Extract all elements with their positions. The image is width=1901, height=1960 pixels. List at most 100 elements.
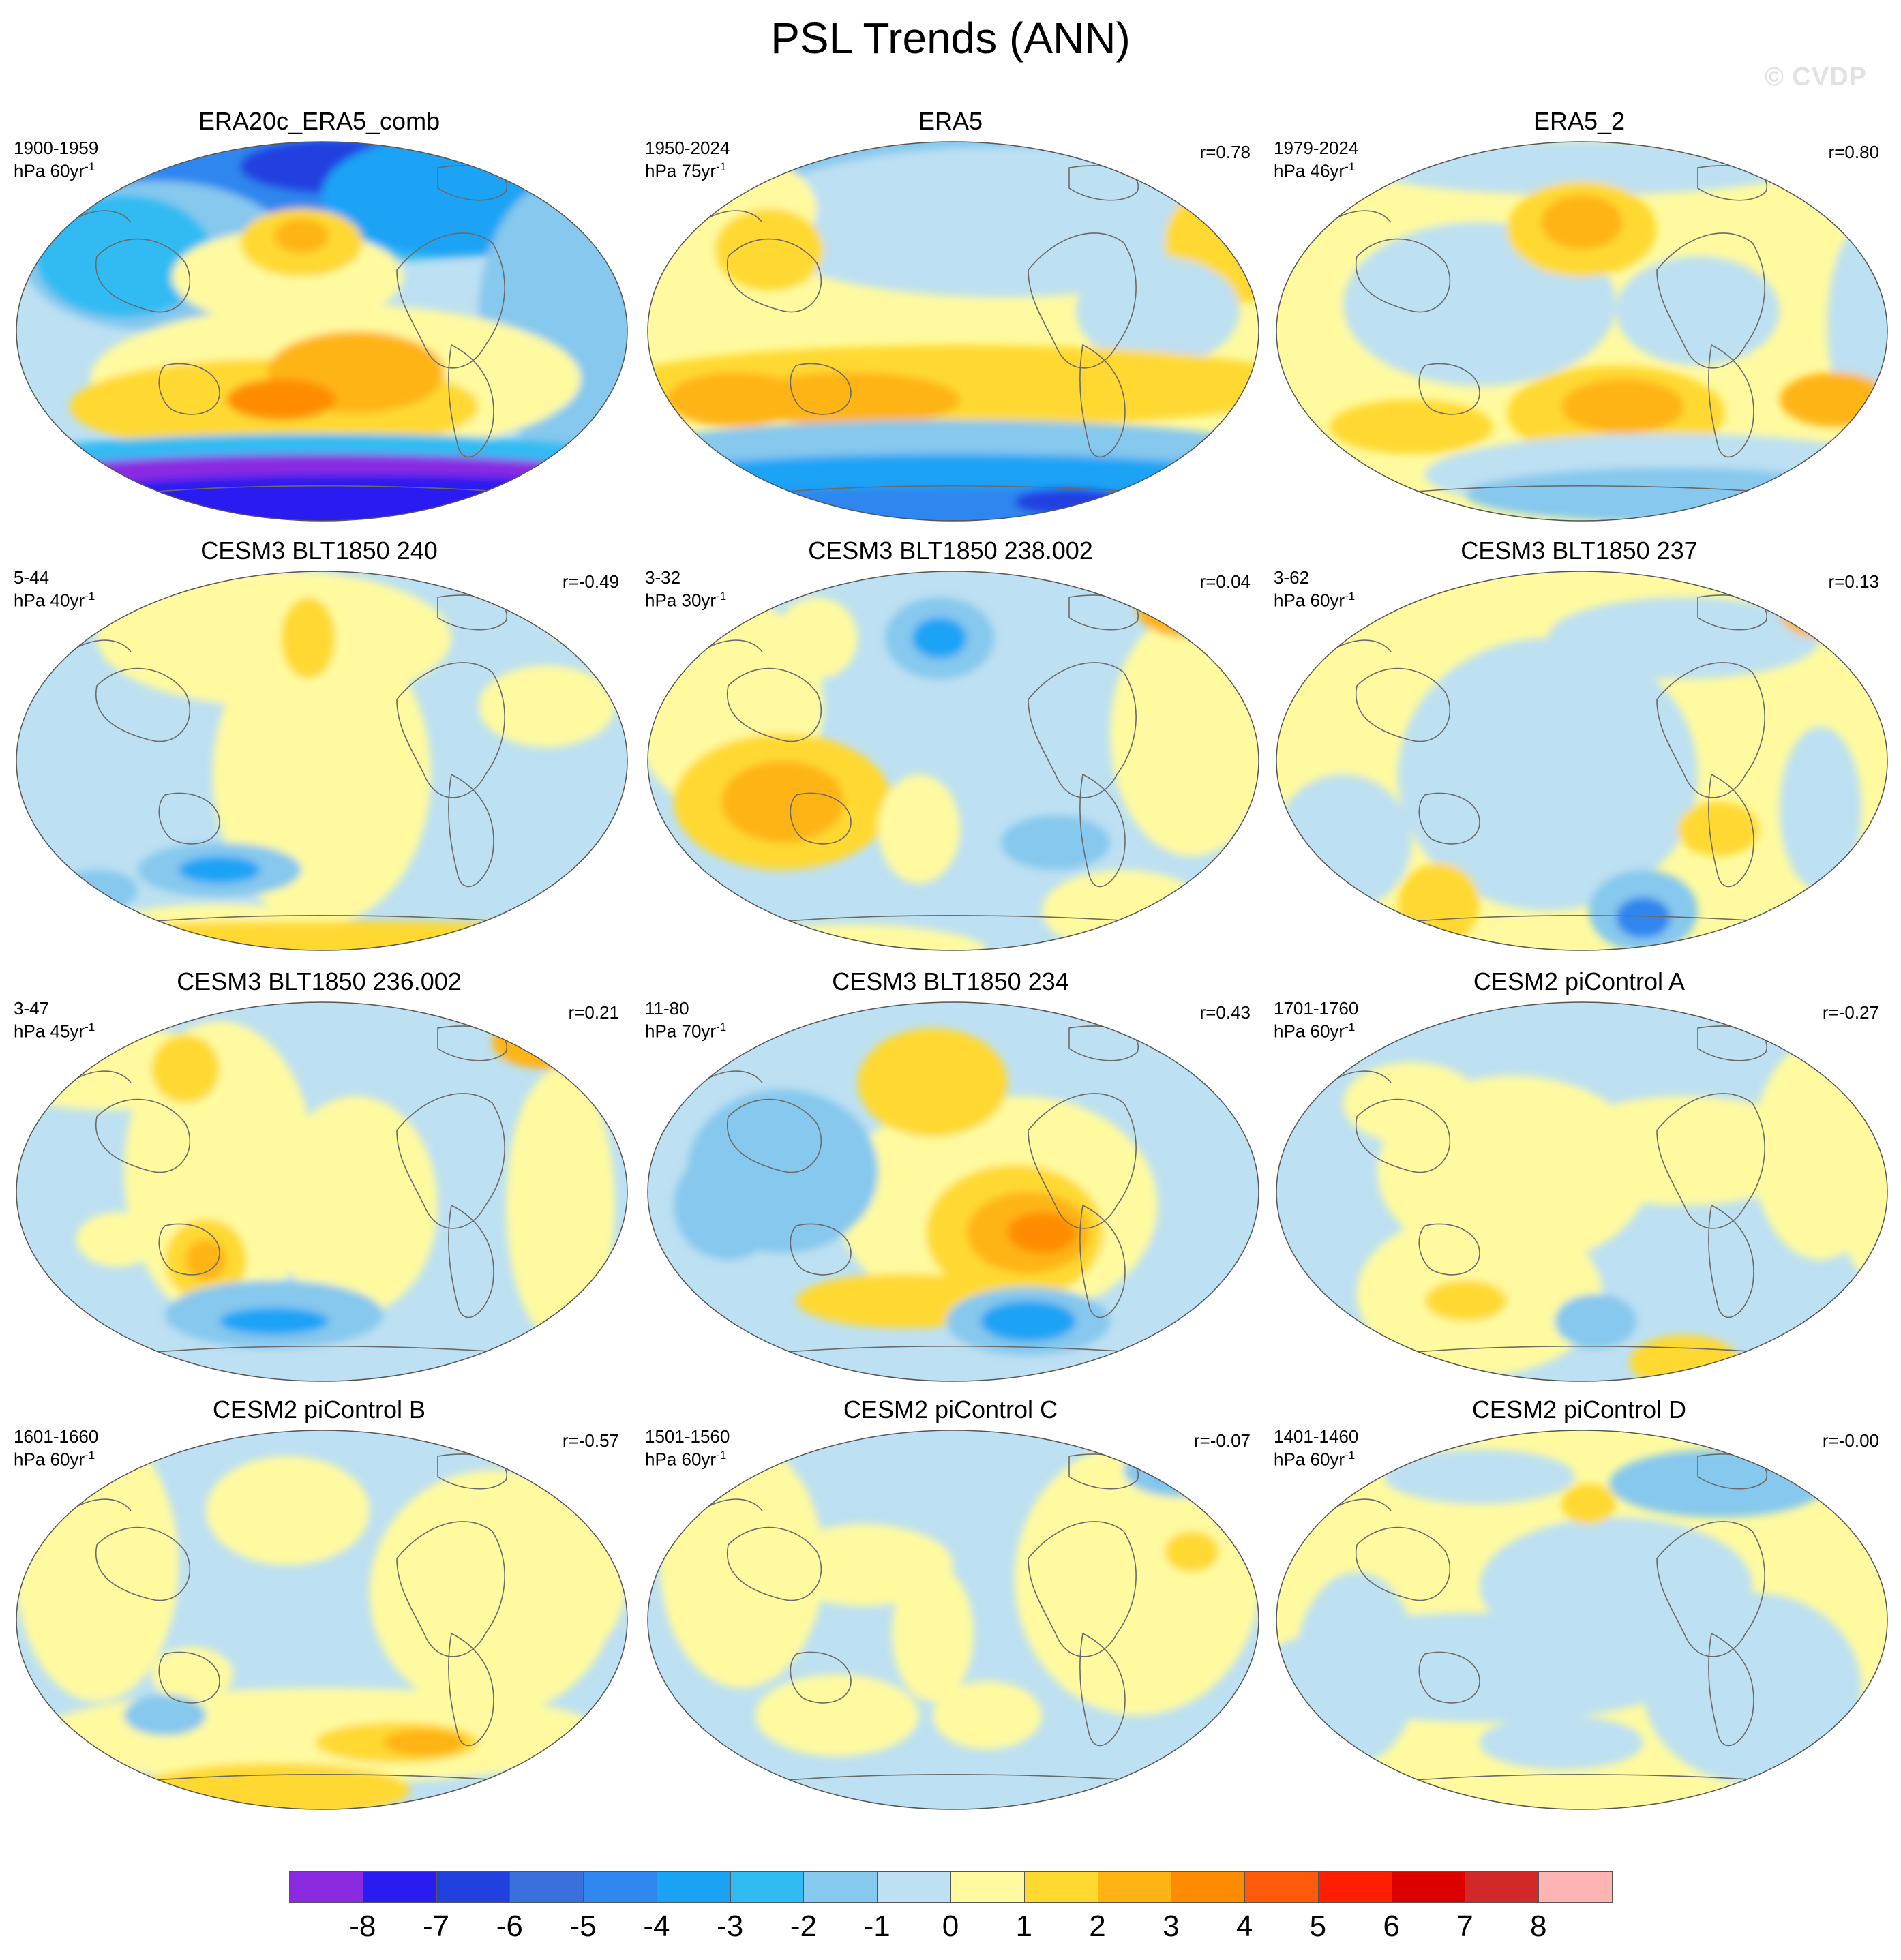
trend-map xyxy=(647,1001,1259,1382)
trend-contour xyxy=(755,1674,919,1756)
trend-contour xyxy=(1780,372,1887,427)
panel-units-base: hPa 70yr xyxy=(645,1021,717,1042)
watermark: © CVDP xyxy=(1764,63,1867,91)
map-border xyxy=(1276,1001,1888,1382)
map-panel: ERA5 1950-2024 hPa 75yr-1 r=0.78 xyxy=(640,106,1261,522)
colorbar-swatch xyxy=(950,1871,1025,1903)
panel-units-base: hPa 60yr xyxy=(1274,590,1345,611)
panel-title: ERA5 xyxy=(918,107,983,135)
coastline xyxy=(158,1223,220,1276)
coastline xyxy=(1656,1093,1765,1229)
panel-title: CESM2 piControl A xyxy=(1473,967,1686,995)
colorbar-swatch xyxy=(1244,1871,1319,1903)
coastline xyxy=(726,667,822,742)
trend-map xyxy=(1276,571,1888,951)
trend-contour xyxy=(1548,597,1821,679)
coastline xyxy=(1079,773,1126,888)
panel-units-base: hPa 30yr xyxy=(645,590,717,611)
trend-contour xyxy=(1015,488,1124,515)
coastline xyxy=(158,363,220,415)
trend-map xyxy=(16,141,628,522)
coastline xyxy=(1418,1223,1480,1276)
trend-contour xyxy=(35,195,213,318)
map-border xyxy=(647,571,1259,951)
coastline xyxy=(1355,1526,1451,1601)
colorbar-swatch xyxy=(1023,1871,1098,1903)
colorbar-swatch xyxy=(289,1871,363,1903)
colorbar-swatch xyxy=(436,1871,511,1903)
map-panel: CESM2 piControl A 1701-1760 hPa 60yr-1 r=-0… xyxy=(1268,967,1890,1382)
map-panel: CESM2 piControl B 1601-1660 hPa 60yr-1 r=-0… xyxy=(8,1395,630,1810)
trend-contour xyxy=(1677,802,1759,856)
coastline xyxy=(95,667,191,742)
coastline xyxy=(790,792,852,845)
panel-correlation: r=-0.27 xyxy=(1822,1002,1879,1023)
panel-period: 3-62 xyxy=(1274,567,1310,588)
colorbar-tick-label: 3 xyxy=(1163,1910,1180,1943)
map-panel: CESM2 piControl D 1401-1460 hPa 60yr-1 r=-0… xyxy=(1268,1395,1890,1810)
coastline xyxy=(1079,344,1126,458)
coastline xyxy=(1355,1098,1451,1173)
map-panel: CESM3 BLT1850 240 5-44 hPa 40yr-1 r=-0.49 xyxy=(8,536,630,951)
panel-title: CESM2 piControl B xyxy=(212,1396,426,1423)
panel-period: 1979-2024 xyxy=(1274,138,1359,158)
figure-title: PSL Trends (ANN) xyxy=(770,14,1131,63)
trend-contour xyxy=(151,1647,233,1702)
trend-map xyxy=(16,1430,628,1810)
colorbar-tick-label: -5 xyxy=(569,1910,597,1943)
panel-units-exponent: -1 xyxy=(85,160,95,173)
trend-map xyxy=(647,1430,1259,1810)
trend-contour xyxy=(1555,1294,1636,1348)
panel-title: CESM2 piControl D xyxy=(1471,1396,1687,1423)
coastline xyxy=(1418,792,1480,845)
panel-units: hPa 70yr-1 xyxy=(645,1017,726,1042)
map-panel: CESM3 BLT1850 238.002 3-32 hPa 30yr-1 r=0.0… xyxy=(640,536,1261,951)
map-panel: CESM3 BLT1850 234 11-80 hPa 70yr-1 r=0.43 xyxy=(640,967,1261,1382)
colorbar-tick-label: 0 xyxy=(942,1910,959,1943)
coastline xyxy=(158,792,220,845)
trend-contour xyxy=(1834,1062,1887,1280)
trend-map xyxy=(647,141,1259,522)
trend-contour xyxy=(648,488,1259,521)
panel-period: 1900-1959 xyxy=(14,138,99,158)
coastline xyxy=(396,232,505,369)
panel-units-exponent: -1 xyxy=(716,590,727,603)
panel-period: 5-44 xyxy=(14,567,50,588)
panel-period: 1501-1560 xyxy=(645,1426,730,1447)
panel-units-base: hPa 60yr xyxy=(1274,1449,1345,1470)
map-border xyxy=(1276,571,1888,951)
panel-correlation: r=0.13 xyxy=(1828,571,1879,592)
trend-contour xyxy=(1780,727,1861,890)
trend-contour xyxy=(274,219,329,253)
trend-contour xyxy=(776,597,858,679)
panel-units: hPa 60yr-1 xyxy=(1274,586,1355,611)
colorbar-tick-label: -4 xyxy=(643,1910,670,1943)
coastline xyxy=(95,1098,191,1173)
coastline xyxy=(726,238,822,313)
panel-units-exponent: -1 xyxy=(1345,590,1356,603)
map-border xyxy=(16,141,628,522)
panel-units-exponent: -1 xyxy=(1345,1021,1356,1034)
trend-contour xyxy=(858,1028,1008,1137)
coastline xyxy=(1355,667,1451,742)
trend-contour xyxy=(1330,399,1493,454)
colorbar-tick-label: -7 xyxy=(422,1910,450,1943)
trend-contour xyxy=(1001,815,1110,870)
panel-correlation: r=0.80 xyxy=(1828,142,1879,162)
trend-map xyxy=(16,1001,628,1382)
trend-contour xyxy=(274,1096,438,1314)
map-panel: CESM3 BLT1850 237 3-62 hPa 60yr-1 r=0.13 xyxy=(1268,536,1890,951)
panel-units: hPa 40yr-1 xyxy=(14,586,95,611)
trend-map xyxy=(1276,1430,1888,1810)
panel-units: hPa 60yr-1 xyxy=(14,157,95,181)
trend-contour xyxy=(1008,1212,1076,1253)
colorbar-swatch xyxy=(1465,1871,1540,1903)
trend-contour xyxy=(981,1301,1076,1342)
map-border xyxy=(16,1430,628,1810)
trend-contour xyxy=(16,1430,179,1702)
colorbar-tick-label: -2 xyxy=(790,1910,817,1943)
panel-title: CESM3 BLT1850 237 xyxy=(1461,537,1698,564)
trend-contour xyxy=(721,761,844,843)
panel-period: 1950-2024 xyxy=(645,138,730,158)
panel-units-base: hPa 60yr xyxy=(645,1449,717,1470)
